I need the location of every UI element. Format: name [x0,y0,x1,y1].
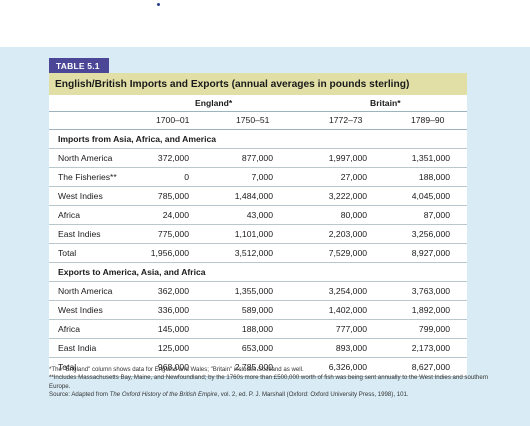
value-cell: 145,000 [157,324,189,334]
table-row: West Indies 785,000 1,484,000 3,222,000 … [49,187,467,206]
year-header: 1750–51 [236,115,270,125]
row-label: North America [58,153,113,163]
value-cell: 777,000 [335,324,367,334]
value-cell: 3,256,000 [411,229,450,239]
row-label: Total [58,248,77,258]
value-cell: 1,351,000 [411,153,450,163]
value-cell: 3,222,000 [328,191,367,201]
value-cell: 2,173,000 [411,343,450,353]
year-header: 1772–73 [329,115,363,125]
row-label: Africa [58,324,80,334]
value-cell: 2,203,000 [328,229,367,239]
row-label: West Indies [58,191,103,201]
row-label: Total [58,362,77,372]
table-title-bar: English/British Imports and Exports (ann… [49,73,467,95]
row-label: West Indies [58,305,103,315]
value-cell: 188,000 [418,172,450,182]
value-cell: 3,254,000 [328,286,367,296]
year-header: 1789–90 [411,115,445,125]
value-cell: 4,045,000 [411,191,450,201]
data-table: England* Britain* 1700–01 1750–51 1772–7… [49,95,467,377]
year-header: 1700–01 [156,115,190,125]
value-cell: 653,000 [241,343,273,353]
table-tag: TABLE 5.1 [49,58,109,74]
section-heading-row: Imports from Asia, Africa, and America [49,130,467,149]
section-heading: Exports to America, Asia, and Africa [58,267,206,277]
total-row: Total 968,000 2,785,000 6,326,000 8,627,… [49,358,467,377]
value-cell: 7,000 [251,172,273,182]
value-cell: 1,355,000 [234,286,273,296]
england-header: England* [195,98,233,108]
value-cell: 589,000 [241,305,273,315]
value-cell: 877,000 [241,153,273,163]
value-cell: 188,000 [241,324,273,334]
footnote: **Includes Massachusetts Bay, Maine, and… [49,374,489,390]
source-suffix: , vol. 2, ed. P. J. Marshall (Oxford: Ox… [217,391,409,399]
table-row: East India 125,000 653,000 893,000 2,173… [49,339,467,358]
value-cell: 6,326,000 [328,362,367,372]
section-heading: Imports from Asia, Africa, and America [58,134,217,144]
table-row: The Fisheries** 0 7,000 27,000 188,000 [49,168,467,187]
britain-header: Britain* [370,98,401,108]
value-cell: 43,000 [246,210,273,220]
table-notes: *The "England" column shows data for Eng… [49,366,499,400]
footnote: *The "England" column shows data for Eng… [49,366,304,373]
value-cell: 362,000 [157,286,189,296]
value-cell: 8,627,000 [411,362,450,372]
value-cell: 1,402,000 [328,305,367,315]
value-cell: 1,484,000 [234,191,273,201]
value-cell: 125,000 [157,343,189,353]
value-cell: 3,512,000 [234,248,273,258]
value-cell: 2,785,000 [234,362,273,372]
value-cell: 24,000 [162,210,189,220]
value-cell: 1,956,000 [150,248,189,258]
value-cell: 799,000 [418,324,450,334]
table-row: North America 362,000 1,355,000 3,254,00… [49,282,467,301]
value-cell: 80,000 [340,210,367,220]
row-label: North America [58,286,113,296]
table-row: West Indies 336,000 589,000 1,402,000 1,… [49,301,467,320]
value-cell: 8,927,000 [411,248,450,258]
value-cell: 3,763,000 [411,286,450,296]
table-row: East Indies 775,000 1,101,000 2,203,000 … [49,225,467,244]
value-cell: 893,000 [335,343,367,353]
value-cell: 27,000 [340,172,367,182]
row-label: East Indies [58,229,101,239]
row-label: Africa [58,210,80,220]
section-heading-row: Exports to America, Asia, and Africa [49,263,467,282]
value-cell: 968,000 [157,362,189,372]
value-cell: 372,000 [157,153,189,163]
value-cell: 785,000 [157,191,189,201]
value-cell: 775,000 [157,229,189,239]
value-cell: 1,101,000 [234,229,273,239]
row-label: The Fisheries** [58,172,117,182]
value-cell: 87,000 [423,210,450,220]
value-cell: 0 [184,172,189,182]
row-label: East India [58,343,97,353]
table-title: English/British Imports and Exports (ann… [55,78,410,90]
source-title: The Oxford History of the British Empire [109,391,218,399]
total-row: Total 1,956,000 3,512,000 7,529,000 8,92… [49,244,467,263]
table-row: Africa 145,000 188,000 777,000 799,000 [49,320,467,339]
table-row: Africa 24,000 43,000 80,000 87,000 [49,206,467,225]
value-cell: 1,997,000 [328,153,367,163]
stray-dot [157,3,160,6]
value-cell: 1,892,000 [411,305,450,315]
source-note: Source: Adapted from The Oxford History … [49,391,499,399]
value-cell: 7,529,000 [328,248,367,258]
source-prefix: Source: Adapted from [49,391,110,399]
year-header-row: 1700–01 1750–51 1772–73 1789–90 [49,112,467,130]
country-header-row: England* Britain* [49,95,467,112]
table-row: North America 372,000 877,000 1,997,000 … [49,149,467,168]
value-cell: 336,000 [157,305,189,315]
